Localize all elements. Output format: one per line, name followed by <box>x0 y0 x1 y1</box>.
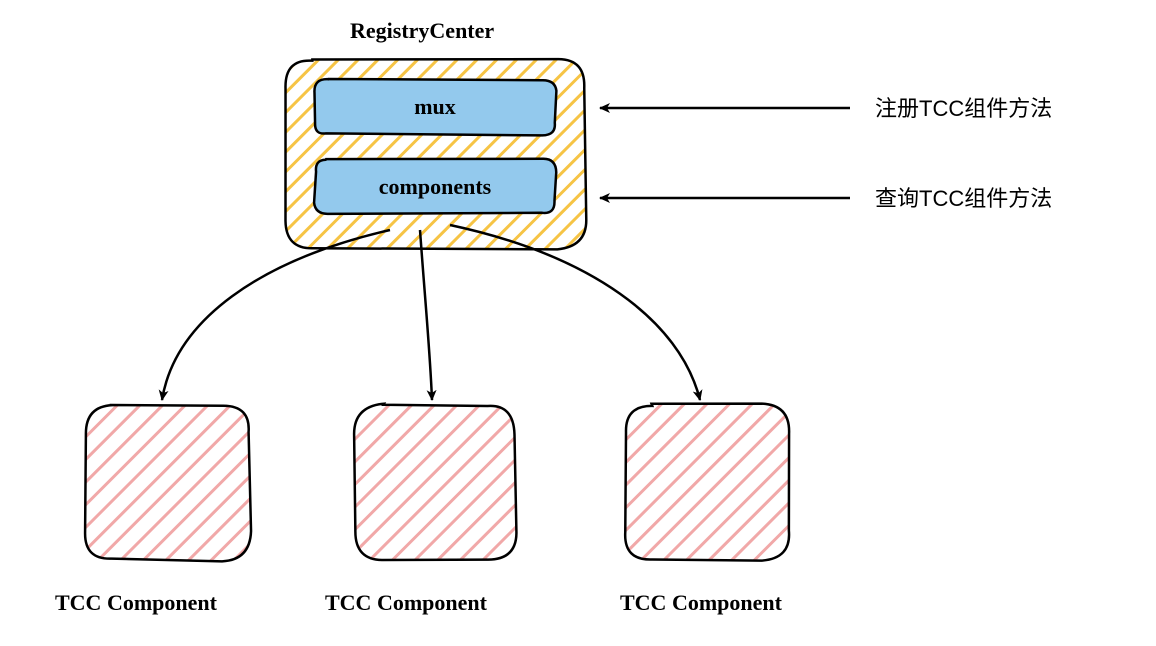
tcc-component-label-2: TCC Component <box>620 590 783 615</box>
inner-box-label-0: mux <box>414 94 456 119</box>
tcc-component-box-1 <box>354 404 516 560</box>
down-arrow-1 <box>420 230 432 400</box>
down-arrow-0 <box>162 230 390 400</box>
side-arrow-label-0: 注册TCC组件方法 <box>875 96 1052 121</box>
inner-box-label-1: components <box>379 174 492 199</box>
down-arrow-2 <box>450 225 700 400</box>
tcc-component-box-2 <box>625 404 789 561</box>
registry-title: RegistryCenter <box>350 18 494 43</box>
tcc-component-label-1: TCC Component <box>325 590 488 615</box>
tcc-component-label-0: TCC Component <box>55 590 218 615</box>
diagram-canvas: RegistryCenter mux components 注册TCC组件方法查询TC… <box>0 0 1156 646</box>
side-arrow-label-1: 查询TCC组件方法 <box>875 186 1052 211</box>
tcc-component-box-0 <box>85 405 251 561</box>
